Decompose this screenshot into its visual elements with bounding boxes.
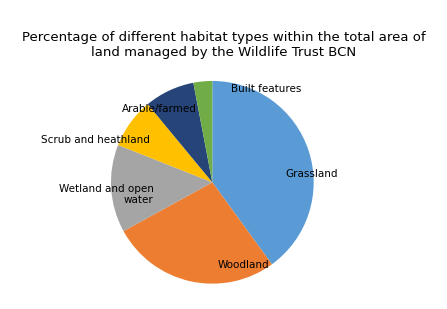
Text: Percentage of different habitat types within the total area of
land managed by t: Percentage of different habitat types wi… <box>22 31 425 59</box>
Wedge shape <box>148 83 212 182</box>
Text: Wetland and open
water: Wetland and open water <box>59 184 153 205</box>
Text: Scrub and heathland: Scrub and heathland <box>41 135 149 145</box>
Wedge shape <box>212 81 314 264</box>
Wedge shape <box>118 104 212 182</box>
Text: Woodland: Woodland <box>217 260 269 270</box>
Text: Built features: Built features <box>231 84 301 94</box>
Wedge shape <box>123 182 272 284</box>
Wedge shape <box>194 81 212 182</box>
Text: Arable/farmed: Arable/farmed <box>122 104 197 114</box>
Text: Grassland: Grassland <box>285 169 338 179</box>
Wedge shape <box>111 145 212 231</box>
